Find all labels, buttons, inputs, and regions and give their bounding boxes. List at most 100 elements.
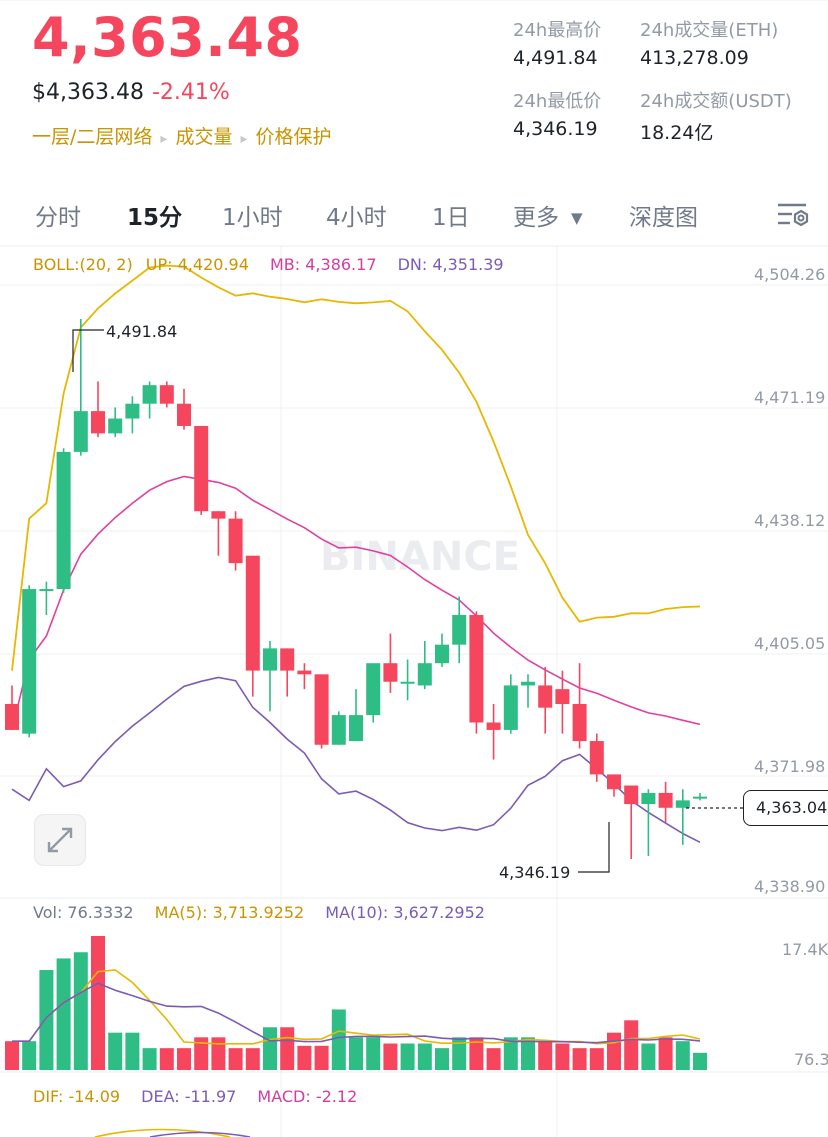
tab-time-share[interactable]: 分时 xyxy=(35,205,81,231)
volume-tick: 76.3 xyxy=(794,1050,828,1069)
volume-bar xyxy=(555,1043,570,1070)
last-price: 4,363.48 xyxy=(32,6,303,69)
candle-body xyxy=(5,703,19,730)
tag-price-protection[interactable]: 价格保护 xyxy=(255,126,332,148)
boll-dn: DN: 4,351.39 xyxy=(397,255,504,274)
macd-lines xyxy=(94,1128,251,1137)
chart-settings-icon[interactable] xyxy=(776,199,810,231)
volume-bar xyxy=(521,1037,535,1070)
volume-bar xyxy=(142,1048,157,1070)
volume-bar xyxy=(538,1041,553,1070)
candle-body xyxy=(538,685,553,708)
candle-body xyxy=(572,703,587,742)
candle-body xyxy=(108,418,123,434)
volume-bar xyxy=(56,958,71,1070)
volume-bar xyxy=(228,1048,243,1070)
turnover-label: 24h成交额(USDT) xyxy=(640,91,792,112)
tag-volume[interactable]: 成交量 xyxy=(175,126,233,148)
volume-bar xyxy=(349,1037,363,1070)
volume-bar xyxy=(297,1045,312,1070)
caret-down-icon: ▼ xyxy=(571,209,583,227)
volume-bar xyxy=(486,1048,501,1070)
volume-bar xyxy=(91,936,105,1070)
candle-body xyxy=(73,411,88,452)
tab-1day[interactable]: 1日 xyxy=(432,205,470,231)
binance-watermark: BINANCE xyxy=(320,534,520,580)
high-value: 4,491.84 xyxy=(513,47,598,69)
tab-1hour[interactable]: 1小时 xyxy=(222,205,283,231)
tab-depth[interactable]: 深度图 xyxy=(629,205,698,231)
candle-body xyxy=(607,774,621,790)
vol-ma10: MA(10): 3,627.2952 xyxy=(325,903,485,922)
candle-body xyxy=(245,555,260,671)
volume-bar xyxy=(469,1037,484,1070)
candle-body xyxy=(555,689,570,704)
volume-bar xyxy=(39,970,54,1070)
boll-up-line xyxy=(11,264,701,671)
candle-body xyxy=(194,425,209,512)
volume-ma-lines xyxy=(12,969,701,1045)
boll-lines xyxy=(11,264,701,844)
tag-layer-network[interactable]: 一层/二层网络 xyxy=(32,126,153,148)
price-markers: 4,491.84 4,346.19 xyxy=(72,322,743,882)
volume-label: 24h成交量(ETH) xyxy=(640,20,779,41)
candle-body xyxy=(521,681,535,686)
volume-tick: 17.4K xyxy=(782,940,828,959)
price-tick: 4,405.05 xyxy=(754,634,826,653)
change-percent: -2.41% xyxy=(151,80,230,105)
candle-body xyxy=(56,451,71,590)
macd-value: MACD: -2.12 xyxy=(257,1087,358,1106)
volume-bar xyxy=(108,1032,123,1070)
volume-bar xyxy=(245,1048,260,1070)
usd-price: $4,363.48 xyxy=(32,80,144,105)
volume-bar xyxy=(503,1037,518,1070)
expand-button[interactable] xyxy=(34,814,86,866)
volume-bar xyxy=(383,1043,398,1070)
vol-ma5: MA(5): 3,713.9252 xyxy=(154,903,305,922)
tab-4hour[interactable]: 4小时 xyxy=(326,205,387,231)
vol-value: Vol: 76.3332 xyxy=(33,903,134,922)
volume-bar xyxy=(417,1043,432,1070)
macd-legend: DIF: -14.09 DEA: -11.97 MACD: -2.12 xyxy=(33,1087,357,1106)
tab-15min[interactable]: 15分 xyxy=(127,205,183,231)
expand-icon xyxy=(47,827,73,853)
candle-body xyxy=(486,722,501,730)
price-tick: 4,504.26 xyxy=(754,265,826,284)
volume-bar xyxy=(675,1041,690,1070)
volume-bar xyxy=(641,1043,656,1070)
candle-body xyxy=(675,800,690,808)
candles xyxy=(5,319,707,859)
volume-bar xyxy=(435,1048,449,1070)
candle-body xyxy=(159,385,174,404)
macd-dif: DIF: -14.09 xyxy=(33,1087,121,1106)
candle-body xyxy=(349,715,363,742)
volume-bar xyxy=(177,1048,191,1070)
volume-bar xyxy=(159,1048,174,1070)
low-label: 24h最低价 xyxy=(513,91,602,112)
candle-body xyxy=(280,648,295,671)
low-marker: 4,346.19 xyxy=(499,863,570,882)
volume-bar xyxy=(125,1032,140,1070)
candle-body xyxy=(263,648,277,671)
volume-bar xyxy=(22,1041,37,1070)
volume-bar xyxy=(366,1037,381,1070)
volume-bar xyxy=(331,1009,346,1070)
interval-tabs: 分时 15分 1小时 4小时 1日 更多 ▼ 深度图 xyxy=(0,190,828,240)
macd-dif-line xyxy=(94,1128,231,1137)
candle-body xyxy=(469,615,484,723)
volume-legend: Vol: 76.3332 MA(5): 3,713.9252 MA(10): 3… xyxy=(33,903,485,922)
price-tick: 4,471.19 xyxy=(754,388,826,407)
candle-body xyxy=(452,615,467,645)
current-price-tag: 4,363.04 xyxy=(743,790,828,826)
boll-mb-line xyxy=(11,475,701,731)
price-tick: 4,371.98 xyxy=(754,757,826,776)
boll-mb: MB: 4,386.17 xyxy=(269,255,377,274)
tab-more[interactable]: 更多 ▼ xyxy=(513,198,583,232)
candle-body xyxy=(417,663,432,686)
candle-body xyxy=(383,663,398,682)
usd-price-row: $4,363.48 -2.41% xyxy=(32,80,230,105)
volume-bar xyxy=(263,1027,277,1070)
candle-body xyxy=(314,674,329,745)
candle-body xyxy=(624,785,639,805)
